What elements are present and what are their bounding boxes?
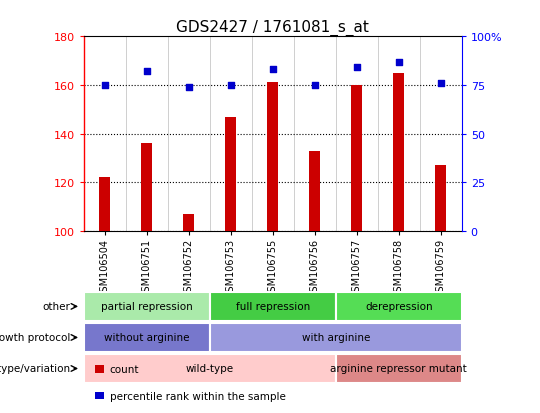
Bar — [141, 144, 152, 231]
Text: with arginine: with arginine — [301, 332, 370, 343]
Point — [143, 69, 151, 76]
Bar — [352, 86, 362, 231]
Bar — [267, 83, 278, 231]
Text: growth protocol: growth protocol — [0, 332, 70, 343]
Point — [268, 67, 277, 74]
Point — [184, 84, 193, 91]
Bar — [309, 151, 320, 231]
Text: derepression: derepression — [365, 301, 433, 312]
Bar — [394, 74, 404, 231]
Bar — [184, 214, 194, 231]
Point — [436, 81, 445, 87]
Text: without arginine: without arginine — [104, 332, 190, 343]
Text: percentile rank within the sample: percentile rank within the sample — [110, 391, 286, 401]
Text: wild-type: wild-type — [186, 363, 234, 374]
Text: arginine repressor mutant: arginine repressor mutant — [330, 363, 467, 374]
Bar — [226, 117, 236, 231]
Text: full repression: full repression — [235, 301, 310, 312]
Point — [226, 83, 235, 89]
Text: count: count — [110, 364, 139, 374]
Text: genotype/variation: genotype/variation — [0, 363, 70, 374]
Point — [394, 59, 403, 66]
Title: GDS2427 / 1761081_s_at: GDS2427 / 1761081_s_at — [176, 20, 369, 36]
Text: other: other — [42, 301, 70, 312]
Bar — [435, 166, 446, 231]
Bar — [99, 178, 110, 231]
Point — [310, 83, 319, 89]
Point — [100, 83, 109, 89]
Text: partial repression: partial repression — [101, 301, 193, 312]
Point — [353, 65, 361, 71]
